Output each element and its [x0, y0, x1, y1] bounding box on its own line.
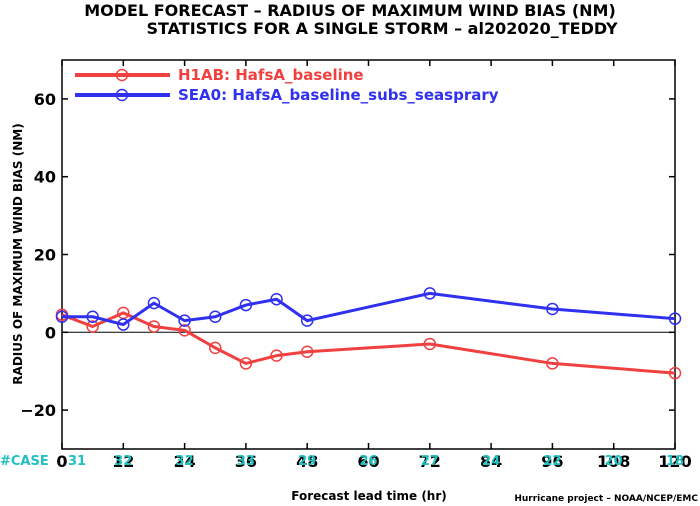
legend: H1AB: HafsA_baseline SEA0: HafsA_baseline… [75, 66, 499, 104]
x-axis-ticks: 0 12 24 36 48 60 72 84 96 108 120 [56, 60, 692, 471]
credit-text: Hurricane project – NOAA/NCEP/EMC [514, 494, 698, 504]
case-count: 29 [298, 454, 316, 469]
chart-title-line1: MODEL FORECAST – RADIUS OF MAXIMUM WIND … [84, 1, 616, 20]
data-point [117, 318, 130, 331]
x-tick-label: 120 [658, 452, 691, 471]
data-point [668, 312, 682, 325]
data-point [270, 349, 283, 362]
case-count: 33 [237, 454, 255, 469]
series-2 [55, 287, 682, 331]
data-point [300, 314, 314, 327]
data-point [423, 287, 437, 300]
y-tick-label: 20 [34, 246, 56, 265]
legend-label: H1AB: HafsA_baseline [178, 66, 364, 84]
case-count: 20 [605, 454, 623, 469]
data-point [546, 302, 559, 316]
data-point [178, 324, 191, 337]
x-tick-label: 84 [480, 452, 502, 471]
y-tick-label: −20 [20, 401, 56, 420]
x-tick-label: 24 [173, 452, 195, 471]
y-axis-label: RADIUS OF MAXIMUM WIND BIAS (NM) [11, 123, 25, 384]
case-count: 24 [482, 454, 500, 469]
case-counts: 31 32 32 33 29 26 27 24 22 20 18 [68, 454, 684, 469]
data-point [55, 310, 69, 323]
y-tick-label: 40 [34, 168, 56, 187]
y-axis-ticks: −20 0 20 40 60 [20, 90, 675, 420]
case-count: 31 [68, 454, 86, 469]
series-line [61, 311, 676, 375]
case-count: 27 [421, 454, 439, 469]
x-tick-label: 72 [419, 452, 441, 471]
legend-marker [115, 88, 129, 102]
data-point [147, 296, 161, 310]
x-tick-label: 96 [541, 452, 563, 471]
series-1 [55, 306, 682, 380]
data-point [86, 320, 99, 333]
x-tick-label: 12 [112, 452, 134, 471]
data-point [546, 357, 559, 370]
x-tick-label: 108 [597, 452, 630, 471]
legend-marker [115, 68, 129, 82]
data-point [423, 337, 437, 351]
case-count: 32 [114, 454, 132, 469]
data-point [86, 310, 99, 323]
case-count: 32 [176, 454, 194, 469]
data-point [668, 366, 682, 380]
data-point [239, 298, 253, 312]
x-tick-label: 48 [296, 452, 318, 471]
data-point [270, 292, 283, 306]
case-count: 26 [359, 454, 377, 469]
x-tick-label: 0 [56, 452, 67, 471]
y-tick-label: 0 [45, 323, 56, 342]
case-count-label: #CASE [0, 454, 49, 469]
data-point [300, 345, 314, 358]
data-point [209, 341, 222, 355]
x-axis-label: Forecast lead time (hr) [291, 489, 447, 503]
data-point [178, 314, 191, 327]
chart-title-line2: STATISTICS FOR A SINGLE STORM – al202020… [146, 19, 618, 38]
data-point [239, 357, 253, 370]
legend-label: SEA0: HafsA_baseline_subs_seasprary [178, 86, 499, 104]
data-point [209, 310, 222, 323]
data-point [147, 320, 161, 333]
case-count: 22 [543, 454, 561, 469]
x-tick-label: 36 [235, 452, 257, 471]
series-layer [55, 287, 682, 380]
case-count: 18 [666, 454, 684, 469]
y-tick-label: 60 [34, 90, 56, 109]
x-tick-label: 60 [357, 452, 379, 471]
plot-frame [61, 59, 676, 450]
